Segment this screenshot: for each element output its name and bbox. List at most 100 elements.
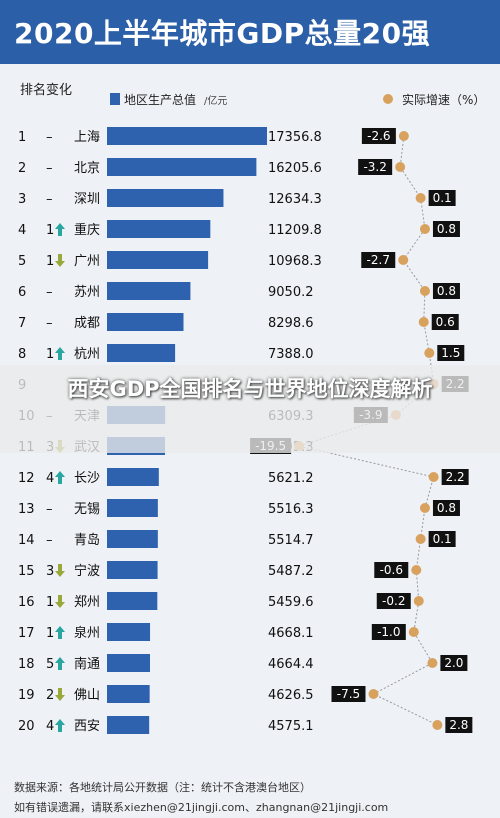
table-row: 8 1 杭州 7388.0 [18, 344, 314, 362]
change-label: 4 [46, 471, 54, 486]
city-label: 南通 [74, 656, 100, 672]
change-label: – [46, 316, 53, 331]
gdp-bar [107, 220, 211, 238]
gdp-value-label: 5459.6 [268, 595, 314, 610]
gdp-value-label: 10968.3 [268, 254, 322, 269]
growth-label: 1.5 [441, 346, 460, 360]
chart: 排名 变化 地区生产总值 /亿元 实际增速（%） 1 – 上海 17356.8 2 – 北京… [18, 82, 485, 734]
change-label: – [46, 130, 53, 145]
change-label: 4 [46, 719, 54, 734]
change-label: – [46, 533, 53, 548]
table-row: 18 5 南通 4664.4 [18, 654, 314, 672]
gdp-value-label: 5514.7 [268, 533, 314, 548]
overlay-caption: 西安GDP全国排名与世界地位深度解析 [67, 377, 433, 401]
change-label: 3 [46, 564, 54, 579]
growth-label-box [361, 128, 396, 144]
growth-label-box [361, 252, 396, 268]
gdp-value-label: 5487.2 [268, 564, 314, 579]
rank-label: 3 [18, 192, 26, 207]
rank-label: 20 [18, 719, 35, 734]
table-row: 5 1 广州 10968.3 [18, 251, 322, 269]
arrow-up-icon [55, 471, 65, 484]
chart-header: 排名 变化 地区生产总值 /亿元 实际增速（%） [20, 82, 485, 107]
gdp-legend-label: 地区生产总值 [124, 92, 196, 107]
change-label: – [46, 161, 53, 176]
growth-label: -2.7 [367, 253, 390, 267]
table-row: 17 1 泉州 4668.1 [18, 623, 314, 641]
source-note: 数据来源：各地统计局公开数据（注：统计不含港澳台地区） [14, 781, 311, 794]
arrow-up-icon [55, 626, 65, 639]
table-row: 7 – 成都 8298.6 [18, 313, 314, 331]
change-label: 1 [46, 626, 54, 641]
gdp-bar [107, 251, 209, 269]
growth-dot [398, 255, 409, 265]
rank-label: 1 [18, 130, 26, 145]
gdp-legend-swatch [110, 93, 120, 105]
gdp-value-label: 4664.4 [268, 657, 314, 672]
growth-label: -0.2 [382, 594, 405, 608]
arrow-up-icon [55, 657, 65, 670]
arrow-down-icon [55, 564, 65, 577]
change-label: 5 [46, 657, 54, 672]
growth-label: 0.6 [436, 315, 455, 329]
growth-dot [419, 224, 430, 234]
gdp-value-label: 11209.8 [268, 223, 322, 238]
growth-dot [415, 534, 426, 544]
gdp-value-label: 17356.8 [268, 130, 322, 145]
growth-label: -2.6 [367, 129, 390, 143]
city-label: 成都 [74, 316, 100, 331]
growth-label-box [445, 717, 473, 733]
gdp-value-label: 5516.3 [268, 502, 314, 517]
growth-dot [411, 565, 422, 575]
growth-dot [418, 317, 429, 327]
change-header: 变化 [46, 82, 72, 98]
growth-label-box [432, 500, 460, 516]
table-row: 15 3 宁波 5487.2 [18, 561, 314, 579]
gdp-bar [107, 189, 224, 207]
table-row: 13– 无锡 5516.3 [18, 499, 314, 517]
growth-dot [413, 596, 424, 606]
table-row: 16 1 郑州 5459.6 [18, 592, 314, 610]
rank-label: 17 [18, 626, 35, 641]
gdp-value-label: 7388.0 [268, 347, 314, 362]
growth-label: -1.0 [377, 625, 400, 639]
arrow-up-icon [55, 347, 65, 360]
rank-label: 8 [18, 347, 26, 362]
gdp-value-label: 5621.2 [268, 471, 314, 486]
change-label: – [46, 502, 53, 517]
gdp-value-label: 4626.5 [268, 688, 314, 703]
gdp-value-label: 4575.1 [268, 719, 314, 734]
growth-label-box [358, 159, 393, 175]
city-label: 无锡 [74, 502, 100, 517]
growth-label: 0.1 [433, 532, 452, 546]
growth-dot [395, 162, 406, 172]
growth-label: -3.2 [363, 160, 386, 174]
growth-legend-dot [383, 94, 393, 104]
growth-dot [428, 472, 439, 482]
city-label: 泉州 [74, 625, 100, 641]
growth-label-box [437, 345, 465, 361]
growth-dot [408, 627, 419, 637]
change-label: – [46, 285, 53, 300]
growth-label-box [441, 469, 469, 485]
table-row: 12 4 长沙 5621.2 [18, 468, 314, 486]
growth-dot [419, 503, 430, 513]
rank-label: 7 [18, 316, 26, 331]
title-bar: 2020上半年城市GDP总量20强 [0, 0, 500, 64]
arrow-up-icon [55, 719, 65, 732]
gdp-bar [107, 282, 191, 300]
growth-label-box [371, 624, 406, 640]
growth-label: 0.8 [437, 501, 456, 515]
change-label: 1 [46, 254, 54, 269]
arrow-down-icon [55, 688, 65, 701]
growth-dot [398, 131, 409, 141]
city-label: 杭州 [74, 347, 100, 362]
growth-label: -0.6 [380, 563, 403, 577]
growth-label: 2.2 [446, 470, 465, 484]
city-label: 北京 [74, 161, 100, 176]
growth-label-box [374, 562, 409, 578]
footer: 数据来源：各地统计局公开数据（注：统计不含港澳台地区） 如有错误遗漏，请联系xi… [14, 778, 494, 818]
gdp-value-label: 16205.6 [268, 161, 322, 176]
gdp-value-label: 8298.6 [268, 316, 314, 331]
